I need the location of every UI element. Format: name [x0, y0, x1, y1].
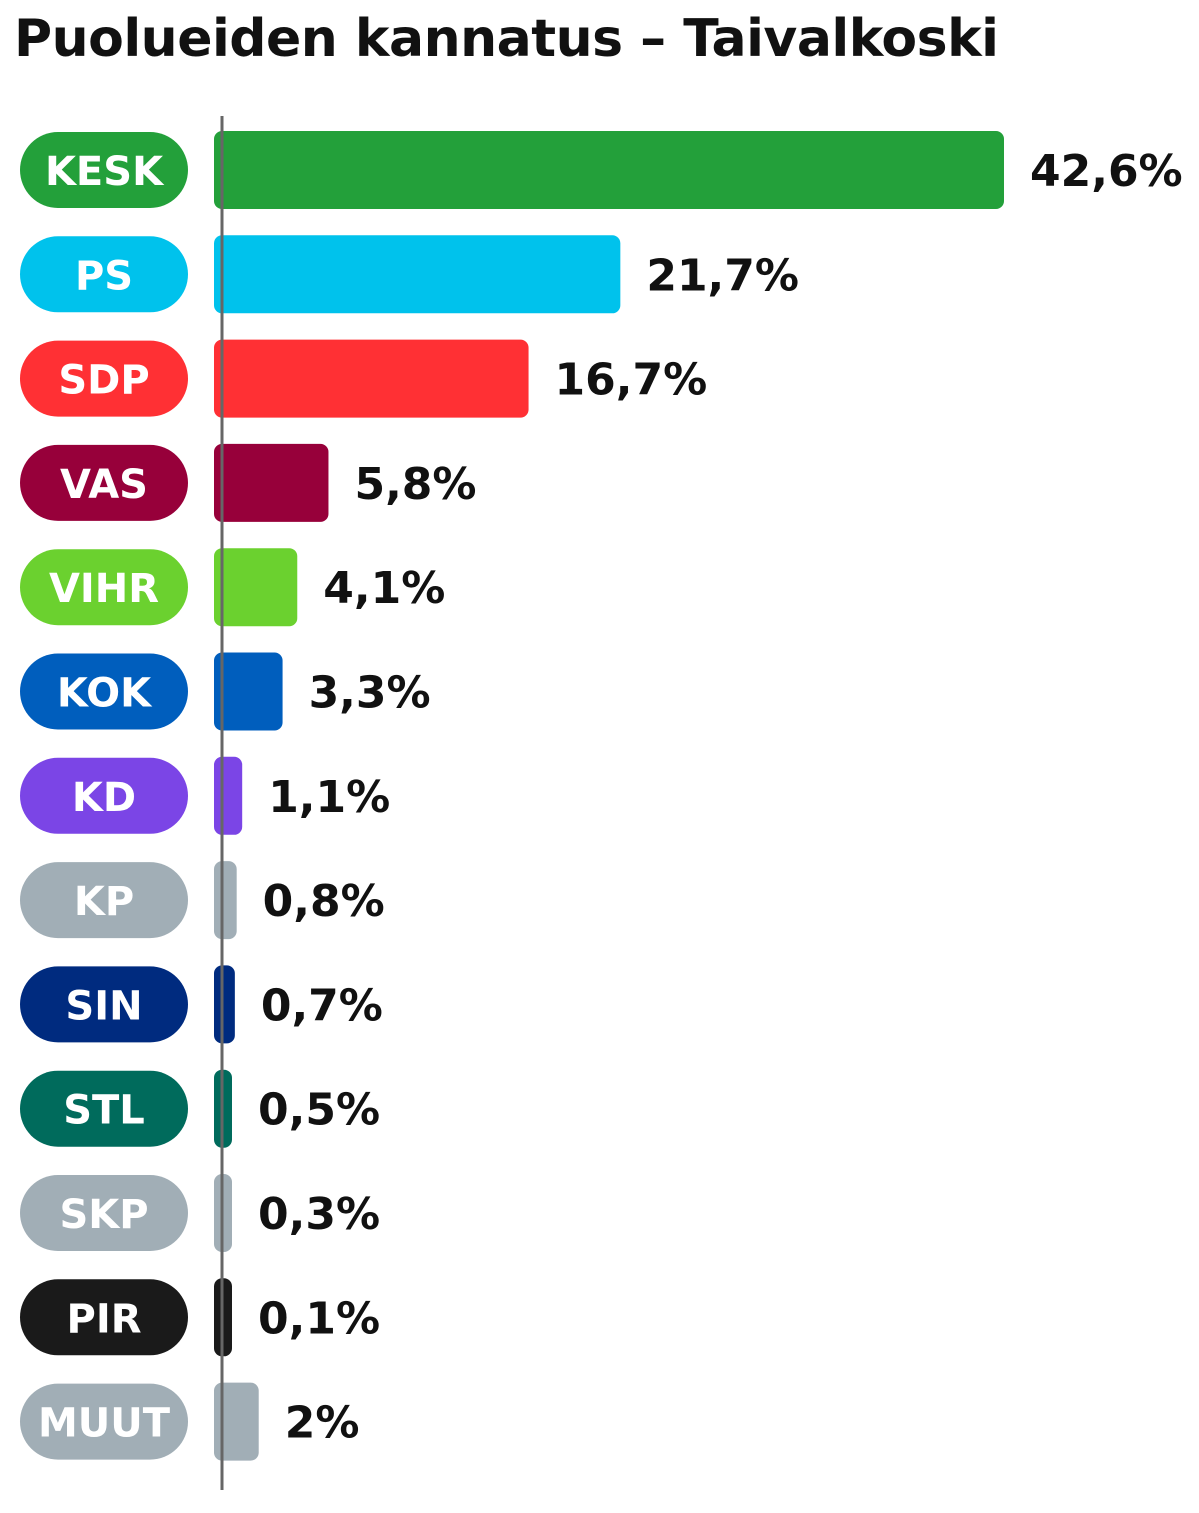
- value-label-stl: 0,5%: [258, 1085, 380, 1136]
- party-label-sin: SIN: [65, 983, 142, 1029]
- value-label-muut: 2%: [285, 1398, 360, 1449]
- party-label-vihr: VIHR: [49, 566, 159, 612]
- party-pill-vas: [20, 444, 188, 521]
- party-pill-kok: [20, 653, 188, 730]
- party-pill-ps: [20, 236, 188, 313]
- bar-vas: [214, 443, 329, 522]
- bar-sin: [214, 965, 235, 1044]
- value-label-kp: 0,8%: [263, 876, 385, 927]
- chart-title: Puolueiden kannatus – Taivalkoski: [14, 9, 999, 69]
- bar-kesk: [214, 131, 1004, 209]
- bar-kd: [214, 756, 243, 835]
- party-label-ps: PS: [75, 253, 133, 299]
- party-pill-sin: [20, 966, 188, 1043]
- party-label-stl: STL: [63, 1088, 145, 1134]
- bar-sdp: [214, 339, 529, 418]
- party-label-kd: KD: [72, 775, 136, 821]
- value-label-sin: 0,7%: [261, 980, 383, 1031]
- value-label-kd: 1,1%: [268, 772, 390, 823]
- party-pill-kd: [20, 757, 188, 834]
- value-label-sdp: 16,7%: [555, 355, 708, 406]
- value-label-vas: 5,8%: [354, 459, 476, 510]
- party-pill-skp: [20, 1175, 188, 1251]
- party-label-sdp: SDP: [58, 358, 149, 404]
- party-label-skp: SKP: [59, 1192, 148, 1238]
- party-label-pir: PIR: [67, 1296, 142, 1342]
- party-pill-vihr: [20, 549, 188, 626]
- value-label-pir: 0,1%: [258, 1293, 380, 1344]
- party-label-kesk: KESK: [45, 149, 165, 195]
- bar-ps: [214, 235, 621, 314]
- party-pill-stl: [20, 1070, 188, 1147]
- party-label-kp: KP: [74, 879, 134, 925]
- party-label-muut: MUUT: [38, 1401, 171, 1447]
- party-pill-kesk: [20, 132, 188, 208]
- value-label-kesk: 42,6%: [1030, 146, 1183, 197]
- bar-vihr: [214, 548, 298, 627]
- bar-kok: [214, 652, 283, 731]
- party-label-vas: VAS: [60, 462, 148, 508]
- party-pill-muut: [20, 1383, 188, 1460]
- value-label-ps: 21,7%: [646, 250, 799, 301]
- party-pill-pir: [20, 1279, 188, 1356]
- party-label-kok: KOK: [57, 671, 153, 717]
- party-pill-sdp: [20, 340, 188, 417]
- value-label-skp: 0,3%: [258, 1189, 380, 1240]
- value-label-kok: 3,3%: [309, 668, 431, 719]
- party-pill-kp: [20, 862, 188, 939]
- bar-muut: [214, 1382, 259, 1461]
- bar-kp: [214, 861, 237, 940]
- value-label-vihr: 4,1%: [323, 563, 445, 614]
